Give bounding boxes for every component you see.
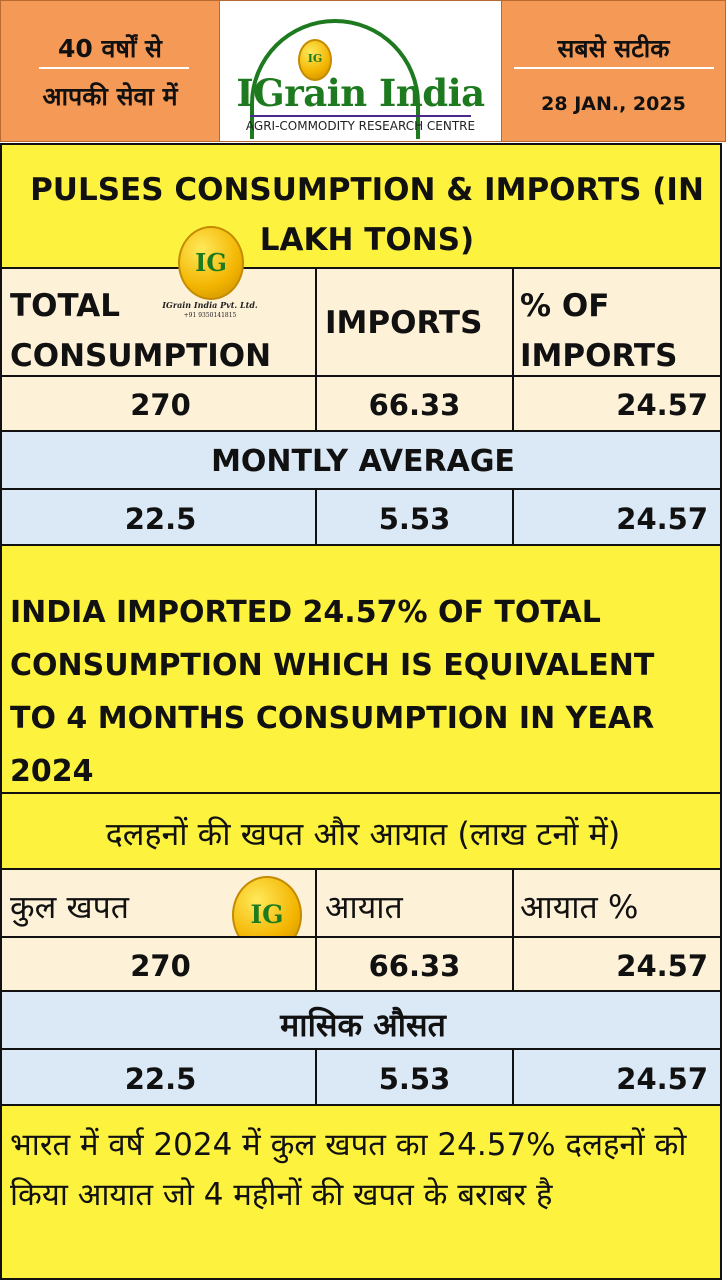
hindi-monthly-percent-imports: 24.57: [512, 1048, 722, 1106]
hindi-monthly-total-consumption: 22.5: [0, 1048, 317, 1106]
hindi-title: दलहनों की खपत और आयात (लाख टनों में): [105, 815, 621, 853]
hindi-header-imports: आयात: [315, 868, 514, 938]
hindi-monthly-label: मासिक औसत: [280, 1006, 446, 1044]
monthly-total-consumption: 22.5: [0, 488, 317, 546]
value-imports: 66.33: [315, 375, 514, 432]
watermark-company: IGrain India Pvt. Ltd.: [162, 300, 258, 310]
hindi-title-cell: दलहनों की खपत और आयात (लाख टनों में): [0, 792, 722, 870]
brand-tagline: AGRI-COMMODITY RESEARCH CENTRE: [245, 119, 476, 133]
watermark-phone: +91 9350141815: [183, 312, 237, 319]
hindi-monthly-imports: 5.53: [315, 1048, 514, 1106]
monthly-imports: 5.53: [315, 488, 514, 546]
hindi-summary: भारत में वर्ष 2024 में कुल खपत का 24.57%…: [10, 1127, 687, 1213]
english-summary: INDIA IMPORTED 24.57% OF TOTAL CONSUMPTI…: [10, 595, 655, 789]
brand-name: IGrain India: [236, 71, 485, 115]
hindi-value-total-consumption: 270: [0, 936, 317, 992]
watermark-logo-icon: IG: [178, 226, 244, 300]
header-imports: IMPORTS: [315, 267, 514, 377]
hindi-summary-cell: भारत में वर्ष 2024 में कुल खपत का 24.57%…: [0, 1104, 722, 1280]
monthly-average-label-cell: MONTLY AVERAGE: [0, 430, 722, 490]
brand-underline: [250, 115, 471, 117]
hindi-value-imports: 66.33: [315, 936, 514, 992]
value-total-consumption: 270: [0, 375, 317, 432]
hindi-header-percent-imports: आयात %: [512, 868, 722, 938]
header-right-panel: सबसे सटीक 28 JAN., 2025: [501, 0, 726, 142]
english-summary-cell: INDIA IMPORTED 24.57% OF TOTAL CONSUMPTI…: [0, 544, 722, 794]
header-left-panel: 40 वर्षों से आपकी सेवा में: [0, 0, 220, 142]
brand-logo-block: IG IGrain India AGRI-COMMODITY RESEARCH …: [220, 0, 501, 142]
value-percent-imports: 24.57: [512, 375, 722, 432]
hindi-monthly-label-cell: मासिक औसत: [0, 990, 722, 1050]
tagline-accurate: सबसे सटीक: [557, 34, 670, 63]
tagline-service: आपकी सेवा में: [42, 82, 178, 111]
tagline-years: 40 वर्षों से: [58, 34, 162, 63]
english-title: PULSES CONSUMPTION & IMPORTS (IN LAKH TO…: [30, 172, 704, 258]
divider: [514, 67, 714, 69]
monthly-percent-imports: 24.57: [512, 488, 722, 546]
header-percent-imports: % OF IMPORTS: [512, 267, 722, 377]
logo-coin-icon: IG: [298, 39, 332, 81]
header-total-consumption: TOTAL CONSUMPTION: [0, 267, 317, 377]
english-title-cell: PULSES CONSUMPTION & IMPORTS (IN LAKH TO…: [0, 143, 722, 269]
monthly-average-label: MONTLY AVERAGE: [211, 444, 515, 479]
hindi-value-percent-imports: 24.57: [512, 936, 722, 992]
divider: [39, 67, 189, 69]
date: 28 JAN., 2025: [541, 93, 686, 115]
